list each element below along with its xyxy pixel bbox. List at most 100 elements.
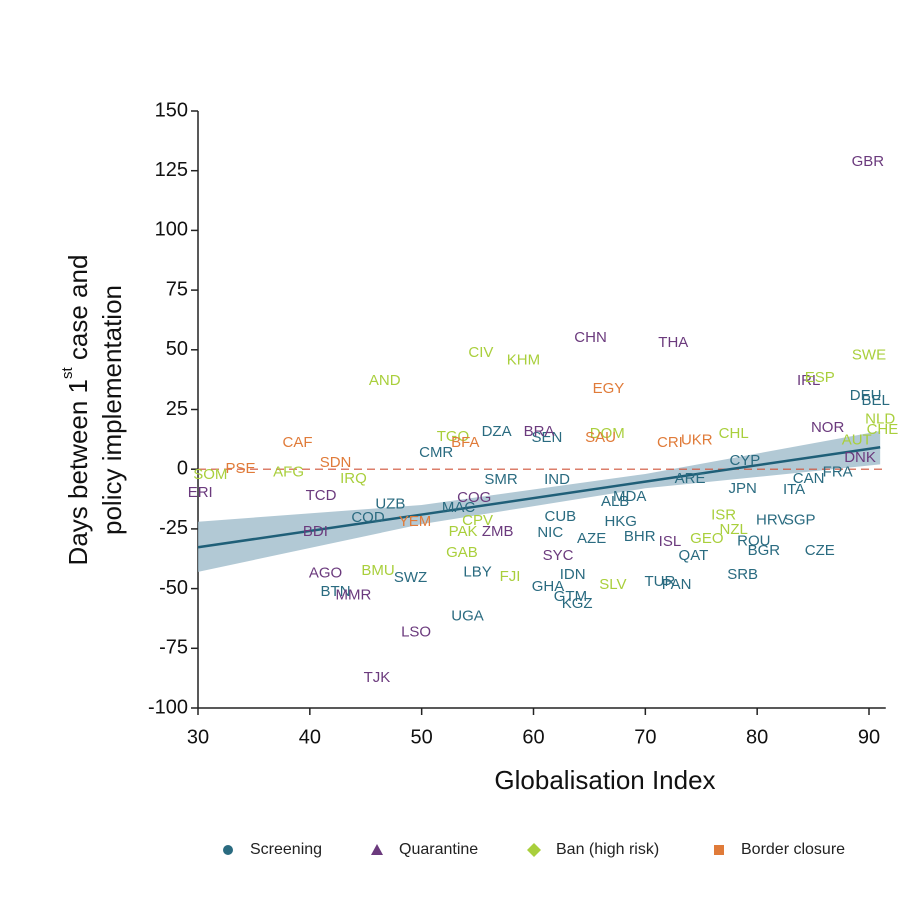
fit-line	[197, 445, 881, 549]
legend-label: Screening	[250, 841, 322, 858]
y-axis-label-line1: Days between 1st case and	[59, 255, 93, 566]
country-label: SWE	[852, 346, 886, 363]
country-label: BRA	[524, 423, 555, 440]
y-tick-label: -25	[159, 517, 188, 539]
x-tick-label: 40	[299, 726, 321, 748]
country-label: MAC	[442, 499, 476, 516]
country-label: EGY	[593, 380, 625, 397]
country-label: FJI	[500, 568, 521, 585]
y-tick-label: 125	[155, 159, 188, 181]
country-label: SDN	[320, 454, 352, 471]
country-label: DNK	[844, 449, 876, 466]
country-label: QAT	[679, 547, 709, 564]
country-label: HRV	[756, 511, 787, 528]
legend-marker	[371, 844, 383, 855]
country-label: UKR	[681, 431, 713, 448]
country-label: ERI	[188, 484, 213, 501]
country-label: ALB	[601, 493, 629, 510]
y-label-superscript: st	[59, 366, 76, 379]
country-label: GHA	[532, 578, 565, 595]
confidence-band	[198, 430, 881, 572]
x-tick-label: 30	[187, 726, 209, 748]
legend-marker	[527, 843, 541, 857]
country-label: MDA	[613, 488, 646, 505]
country-label: AFG	[273, 463, 304, 480]
country-label: BGR	[748, 542, 781, 559]
country-label: BHR	[624, 528, 656, 545]
x-tick-label: 70	[634, 726, 656, 748]
x-tick-label: 60	[522, 726, 544, 748]
country-label: IRQ	[340, 470, 367, 487]
country-label: PAK	[449, 523, 478, 540]
x-tick-label: 90	[858, 726, 880, 748]
y-label-part: case and	[63, 255, 93, 368]
y-tick-label: 25	[166, 398, 188, 420]
country-label: CAF	[283, 434, 313, 451]
country-label: THA	[658, 334, 688, 351]
country-label: LBY	[463, 563, 491, 580]
country-label: NOR	[811, 419, 845, 436]
country-label: IDN	[560, 566, 586, 583]
country-label: CMR	[419, 444, 453, 461]
country-label: CHN	[574, 329, 607, 346]
country-label: COG	[457, 489, 491, 506]
country-label: SEN	[531, 429, 562, 446]
country-label: CYP	[729, 452, 760, 469]
country-label: DZA	[482, 423, 512, 440]
country-label: ISL	[659, 533, 682, 550]
country-label: DEU	[850, 387, 882, 404]
country-label: TUR	[644, 573, 675, 590]
country-label: DOM	[590, 425, 625, 442]
country-label: UGA	[451, 607, 484, 624]
country-label: SRB	[727, 566, 758, 583]
country-label: ZMB	[482, 523, 514, 540]
legend-label: Quarantine	[399, 841, 478, 858]
country-label: AND	[369, 372, 401, 389]
y-axis-label: Days between 1st case and policy impleme…	[59, 255, 127, 566]
y-tick-label: -100	[148, 696, 188, 718]
country-label: GTM	[554, 588, 587, 605]
country-label: UZB	[375, 495, 405, 512]
country-label: JPN	[728, 480, 756, 497]
country-label: ESP	[805, 369, 835, 386]
country-label: PSE	[225, 460, 255, 477]
legend-marker	[223, 845, 233, 855]
country-label: IRL	[797, 372, 820, 389]
country-label: BMU	[361, 562, 394, 579]
country-label: NIC	[537, 524, 563, 541]
y-tick-label: -75	[159, 637, 188, 659]
country-label: AGO	[309, 564, 342, 581]
country-label: KGZ	[562, 595, 593, 612]
country-label: TCD	[306, 487, 337, 504]
country-label: CRI	[657, 434, 683, 451]
country-label: SGP	[784, 511, 816, 528]
legend-marker	[714, 845, 724, 855]
y-tick-label: 100	[155, 219, 188, 241]
country-label: CAN	[793, 470, 825, 487]
legend-label: Border closure	[741, 841, 845, 858]
y-tick-label: -50	[159, 577, 188, 599]
country-label: HKG	[604, 513, 637, 530]
country-label: CIV	[468, 344, 493, 361]
country-label: IND	[544, 471, 570, 488]
country-label: YEM	[399, 513, 432, 530]
country-label: SWZ	[394, 569, 427, 586]
country-label: CUB	[545, 508, 577, 525]
x-tick-label: 80	[746, 726, 768, 748]
country-label: ISR	[711, 506, 736, 523]
country-label: SYC	[543, 547, 574, 564]
country-label: GAB	[446, 544, 478, 561]
country-label: SLV	[599, 576, 626, 593]
country-label: NZL	[720, 521, 748, 538]
country-label: SAU	[585, 429, 616, 446]
country-label: ARE	[675, 470, 706, 487]
y-tick-label: 0	[177, 457, 188, 479]
country-label: AUT	[842, 431, 872, 448]
y-tick-label: 150	[155, 99, 188, 121]
country-label: SOM	[193, 466, 227, 483]
country-label: KHM	[507, 351, 540, 368]
country-label: ROU	[737, 532, 770, 549]
y-tick-label: 75	[166, 278, 188, 300]
country-label: TJK	[364, 669, 391, 686]
